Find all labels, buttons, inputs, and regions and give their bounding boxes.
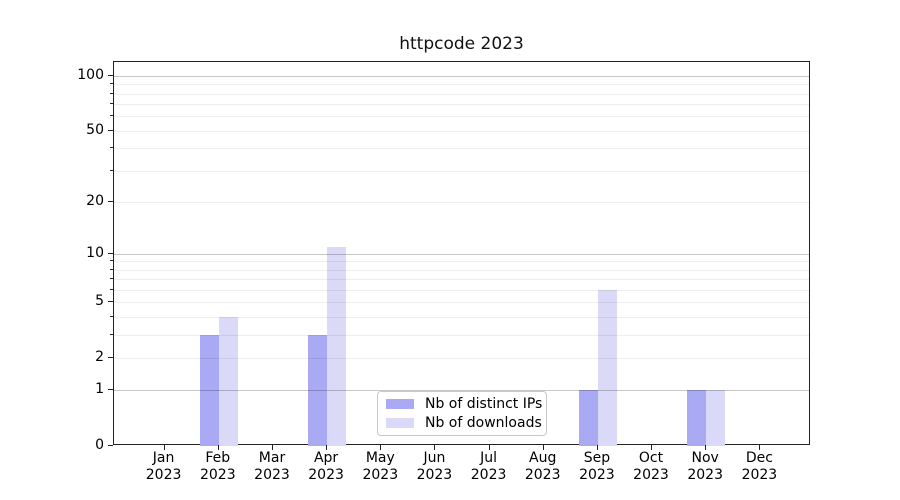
- y-axis-tick-label: 5: [95, 293, 104, 310]
- gridline-minor: [114, 334, 809, 336]
- y-axis-minor-tick: [110, 169, 113, 171]
- y-axis-minor-tick: [110, 315, 113, 317]
- legend-item-distinct-ips: Nb of distinct IPs: [386, 396, 542, 412]
- y-axis-tick: [108, 445, 113, 446]
- x-axis-tick: [163, 445, 165, 450]
- x-axis-tick: [542, 445, 544, 450]
- y-axis-minor-tick: [110, 147, 113, 149]
- y-axis-tick-label: 2: [95, 348, 104, 365]
- gridline-minor: [114, 316, 809, 318]
- gridline-minor: [114, 93, 809, 95]
- gridline-minor: [114, 148, 809, 150]
- legend-swatch-downloads: [386, 418, 414, 428]
- y-axis-tick: [108, 129, 113, 131]
- bar-nov-downloads: [706, 390, 726, 446]
- y-axis-minor-tick: [110, 103, 113, 105]
- y-axis-minor-tick: [110, 268, 113, 270]
- x-axis-tick: [759, 445, 761, 450]
- y-axis-tick: [108, 200, 113, 202]
- plot-area: [113, 61, 810, 446]
- legend-label-distinct-ips: Nb of distinct IPs: [425, 396, 543, 412]
- gridline-minor: [114, 302, 809, 304]
- gridline-minor: [114, 289, 809, 291]
- x-axis-tick: [651, 445, 652, 450]
- y-axis-tick: [108, 389, 113, 391]
- y-axis-minor-tick: [110, 115, 113, 117]
- chart-title: httpcode 2023: [399, 34, 524, 54]
- y-axis-tick-label: 20: [86, 192, 104, 209]
- x-axis-tick-label: May 2023: [362, 450, 399, 483]
- y-axis-tick-label: 100: [77, 66, 104, 83]
- x-axis-tick: [326, 445, 328, 450]
- gridline-minor: [114, 130, 809, 132]
- x-axis-tick-label: Feb 2023: [199, 450, 236, 483]
- gridline-minor: [114, 279, 809, 281]
- y-axis-tick: [108, 356, 113, 358]
- x-axis-tick: [488, 445, 490, 450]
- legend-item-downloads: Nb of downloads: [386, 415, 542, 431]
- bar-apr-downloads: [327, 246, 347, 446]
- x-axis-tick-label: Sep 2023: [579, 450, 615, 483]
- x-axis-tick-label: Jan 2023: [145, 450, 182, 483]
- x-axis-tick-label: Dec 2023: [741, 450, 778, 483]
- y-axis-minor-tick: [110, 333, 113, 335]
- legend-swatch-distinct-ips: [386, 399, 414, 409]
- x-axis-tick: [380, 445, 382, 450]
- y-axis-tick-label: 50: [86, 121, 104, 138]
- gridline-minor: [114, 170, 809, 172]
- y-axis-tick: [108, 252, 113, 254]
- x-axis-tick-label: Jun 2023: [416, 450, 453, 483]
- gridline-minor: [114, 357, 809, 359]
- gridline-major: [114, 75, 809, 77]
- x-axis-tick: [705, 445, 707, 450]
- y-axis-tick-label: 1: [95, 381, 104, 398]
- x-axis-tick-label: Aug 2023: [524, 450, 561, 483]
- bar-apr-distinct-ips: [308, 334, 328, 446]
- gridline-major: [114, 390, 809, 392]
- y-axis-minor-tick: [110, 92, 113, 94]
- y-axis-tick: [108, 301, 113, 303]
- y-axis-minor-tick: [110, 260, 113, 262]
- bar-sep-downloads: [597, 289, 617, 446]
- bar-feb-distinct-ips: [199, 334, 219, 446]
- gridline-minor: [114, 201, 809, 203]
- bar-sep-distinct-ips: [578, 390, 598, 446]
- x-axis-tick-label: Oct 2023: [633, 450, 669, 483]
- y-axis-minor-tick: [110, 278, 113, 280]
- x-axis-tick-label: Mar 2023: [254, 450, 290, 483]
- gridline-minor: [114, 116, 809, 118]
- legend-label-downloads: Nb of downloads: [425, 415, 542, 431]
- y-axis-tick-label: 0: [95, 437, 104, 453]
- gridline-minor: [114, 84, 809, 86]
- y-axis-tick-label: 10: [86, 244, 104, 261]
- x-axis-tick-label: Nov 2023: [687, 450, 723, 483]
- y-axis-minor-tick: [110, 83, 113, 85]
- bar-feb-downloads: [218, 316, 238, 446]
- x-axis-tick: [596, 445, 598, 450]
- x-axis-tick-label: Apr 2023: [308, 450, 344, 483]
- y-axis-minor-tick: [110, 288, 113, 290]
- gridline-minor: [114, 104, 809, 106]
- gridline-major: [114, 253, 809, 255]
- y-axis-tick: [108, 74, 113, 76]
- x-axis-tick: [434, 445, 436, 450]
- bar-nov-distinct-ips: [687, 390, 707, 446]
- x-axis-tick: [272, 445, 273, 450]
- x-axis-tick-label: Jul 2023: [470, 450, 507, 483]
- x-axis-tick: [217, 445, 219, 450]
- gridline-minor: [114, 261, 809, 263]
- gridline-minor: [114, 269, 809, 271]
- legend: Nb of distinct IPs Nb of downloads: [377, 391, 547, 436]
